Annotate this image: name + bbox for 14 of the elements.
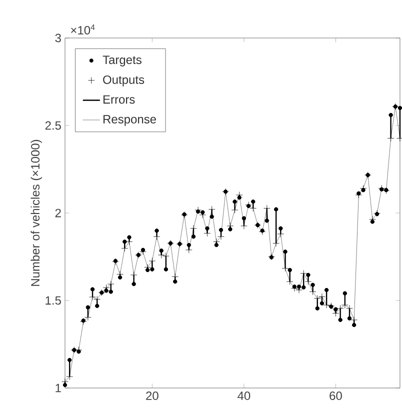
y-tick-label: 1	[56, 384, 61, 392]
x-tick-label: 60	[330, 392, 342, 400]
legend-label: Targets	[102, 56, 142, 66]
x-tick-label: 40	[238, 392, 250, 400]
text: ×10$^{4}$	[71, 24, 95, 34]
y-axis-title: Number of vehicles (×1000)	[30, 140, 42, 286]
y-tick-label: 3	[55, 34, 61, 42]
y-tick-label: 1.5	[46, 296, 61, 305]
y-tick-label: 2.5	[45, 121, 61, 130]
y-tick-label: 2	[55, 208, 61, 218]
legend-label: Response	[104, 115, 156, 126]
legend-label: Errors	[104, 95, 135, 104]
x-tick-label: 20	[146, 392, 158, 400]
legend-label: Outputs	[103, 75, 144, 86]
